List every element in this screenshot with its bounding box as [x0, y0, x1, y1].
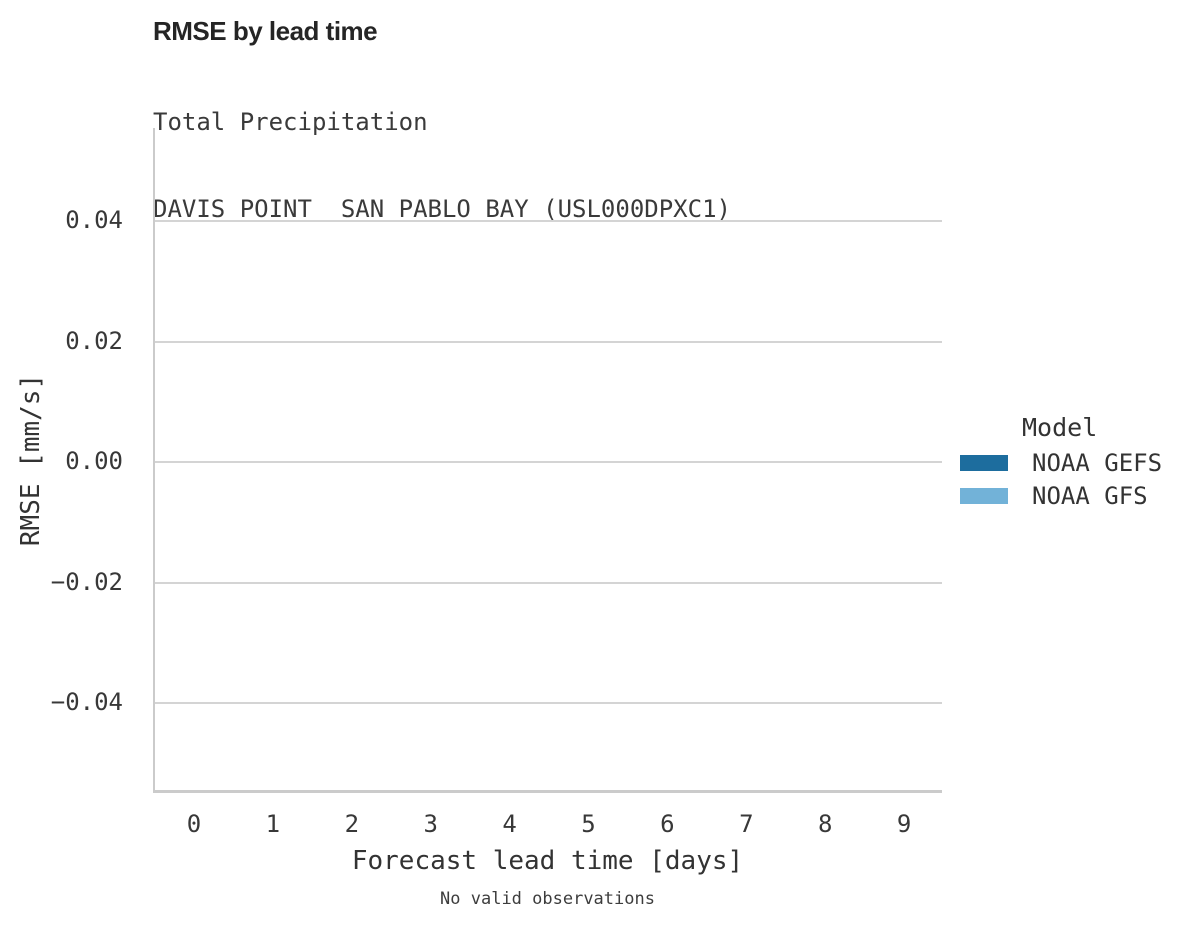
- gridline: [155, 340, 942, 343]
- x-tick-label: 1: [265, 810, 281, 838]
- legend-swatch: [960, 488, 1008, 504]
- x-tick-label: 2: [344, 810, 360, 838]
- x-tick-label: 0: [186, 810, 202, 838]
- legend: Model NOAA GEFS NOAA GFS: [960, 413, 1162, 521]
- legend-item-label: NOAA GEFS: [1032, 449, 1163, 477]
- chart-title: RMSE by lead time: [153, 16, 378, 46]
- legend-title: Model: [1022, 413, 1098, 442]
- subtitle-station: DAVIS POINT SAN PABLO BAY (USL000DPXC1): [153, 195, 731, 223]
- gridline: [155, 461, 942, 463]
- x-tick-label: 4: [502, 810, 517, 838]
- x-tick-label: 8: [817, 810, 833, 838]
- x-tick-label: 5: [581, 810, 596, 838]
- legend-swatch: [960, 455, 1008, 471]
- legend-item[interactable]: NOAA GEFS: [960, 449, 1162, 477]
- y-tick-label: −0.02: [50, 567, 123, 596]
- subtitle-variable: Total Precipitation: [153, 108, 428, 136]
- y-tick-label: 0.02: [65, 326, 123, 355]
- legend-item-label: NOAA GFS: [1032, 482, 1148, 510]
- x-tick-label: 6: [660, 810, 675, 838]
- legend-item[interactable]: NOAA GFS: [960, 482, 1162, 510]
- x-tick-label: 9: [896, 810, 912, 838]
- plot-area[interactable]: 0.04 0.02 0.00 −0.02 −0.04 0 1 2 3 4 5 6 7 8 9: [51, 128, 942, 838]
- y-tick-label: 0.00: [65, 447, 123, 475]
- x-tick-label: 7: [739, 810, 754, 838]
- no-data-caption: No valid observations: [440, 889, 655, 909]
- gridline: [155, 220, 942, 222]
- gridline: [155, 702, 942, 704]
- y-tick-label: 0.04: [65, 206, 123, 234]
- x-axis-title: Forecast lead time [days]: [351, 846, 744, 876]
- gridline: [155, 581, 942, 584]
- chart-subtitle: Total Precipitation DAVIS POINT SAN PABL…: [153, 50, 731, 282]
- x-tick-label: 3: [423, 810, 438, 838]
- legend-items: NOAA GEFS NOAA GFS: [960, 449, 1162, 510]
- y-tick-label: −0.04: [50, 688, 123, 716]
